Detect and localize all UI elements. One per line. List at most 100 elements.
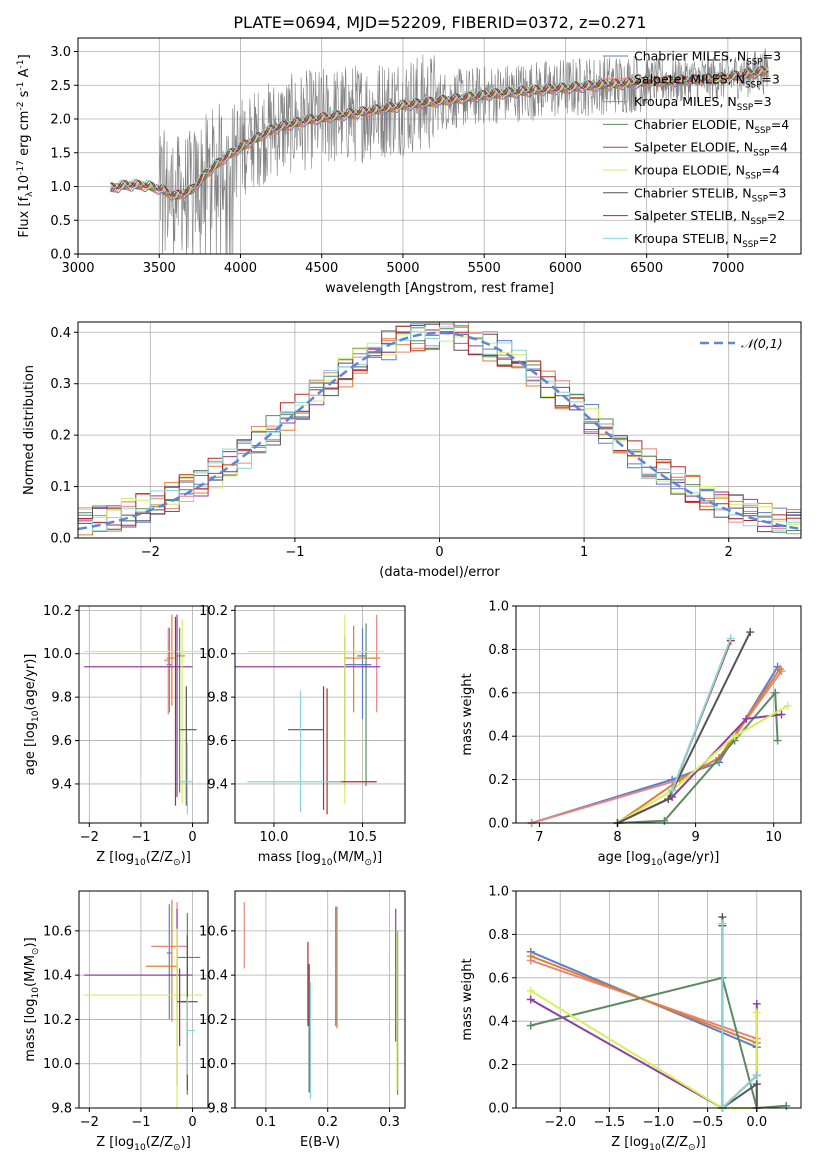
y-tick-label: 0.0	[488, 817, 509, 832]
legend-entry: Salpeter MILES, NSSP=3	[634, 71, 780, 90]
y-tick-label: 10.6	[199, 924, 228, 939]
y-tick-label: 9.4	[51, 777, 72, 792]
plot-area-mass-vs-ebv	[243, 902, 399, 1100]
y-tick-label: 10.2	[199, 604, 228, 619]
weight-line	[617, 690, 779, 824]
weight-line	[617, 631, 752, 824]
y-tick-label: 0.0	[488, 1102, 509, 1117]
x-tick-label: 7000	[711, 261, 744, 276]
model-fit-line	[110, 66, 769, 200]
legend-entry: Chabrier STELIB, NSSP=3	[634, 185, 786, 204]
legend-entry: Kroupa MILES, NSSP=3	[634, 94, 772, 113]
y-tick-label: 10.0	[43, 1057, 72, 1072]
y-tick-label: 1.5	[50, 146, 71, 161]
weight-line	[616, 704, 789, 824]
y-tick-label: 9.8	[51, 691, 72, 706]
plot-area-age-vs-mass	[235, 614, 384, 815]
weight-line	[721, 923, 758, 1111]
model-fit-line	[110, 69, 769, 200]
plot-area-mass-vs-z	[84, 899, 203, 1108]
weight-marker	[771, 688, 780, 697]
x-tick-label: 10.0	[259, 830, 288, 845]
plot-area-age-vs-z	[84, 614, 203, 815]
y-tick-label: 10.0	[199, 647, 228, 662]
x-tick-label: −1	[131, 1115, 150, 1130]
weight-marker	[752, 999, 761, 1008]
y-tick-label: 10.4	[43, 969, 72, 984]
x-axis-label: age [log10(age/yr)]	[598, 850, 720, 868]
weight-line	[530, 976, 787, 1110]
legend: Chabrier MILES, NSSP=3 Salpeter MILES, NS…	[603, 49, 789, 250]
x-axis-label: wavelength [Angstrom, rest frame]	[325, 281, 554, 296]
panel-weight-vs-age: 7 8 9 10 0.0 0.2 0.4 0.6 0.8 1.0 age [log10(age/yr…	[460, 600, 802, 868]
y-tick-label: 9.6	[51, 734, 72, 749]
y-tick-label: 0.6	[488, 971, 509, 986]
y-tick-label: 10.0	[43, 647, 72, 662]
axes-frame	[515, 605, 802, 824]
weight-marker	[775, 664, 784, 673]
legend-entry: Salpeter ELODIE, NSSP=4	[634, 140, 788, 159]
weight-marker	[783, 701, 792, 710]
y-axis-label: Flux [fλ10-17 erg cm-2 s-1 A-1]	[16, 54, 35, 237]
x-axis-label: Z [log10(Z/Z⊙)]	[96, 850, 191, 868]
x-tick-label: −1	[131, 830, 150, 845]
weight-marker	[526, 995, 535, 1004]
panel-residuals: 𝒩(0,1) −2 −1 0 1 2 0.0 0.1 0.2 0.3 0.4 (data-model)…	[22, 321, 802, 580]
x-tick-label: −2	[141, 545, 160, 560]
weight-marker	[526, 1021, 535, 1030]
legend-entry: Kroupa ELODIE, NSSP=4	[634, 163, 780, 182]
weight-line	[530, 955, 758, 1044]
observed-spectrum-line	[110, 48, 769, 254]
y-tick-label: 1.0	[488, 885, 509, 900]
y-axis-label: mass weight	[460, 673, 475, 755]
x-tick-label: 5500	[468, 261, 501, 276]
legend-entry: Chabrier ELODIE, NSSP=4	[634, 117, 789, 136]
y-tick-label: 10.0	[199, 1057, 228, 1072]
x-tick-label: −1.5	[594, 1115, 626, 1130]
y-tick-label: 0.4	[488, 1015, 509, 1030]
y-tick-label: 1.0	[50, 180, 71, 195]
x-axis-label: Z [log10(Z/Z⊙)]	[96, 1135, 191, 1153]
y-tick-label: 9.8	[207, 691, 228, 706]
panel-mass-vs-z: −2 −1 0 9.8 10.0 10.2 10.4 10.6 Z [log10(Z/Z⊙)] m…	[23, 890, 209, 1153]
y-tick-label: 10.2	[43, 604, 72, 619]
y-tick-label: 9.8	[207, 1102, 228, 1117]
y-axis-label: Normed distribution	[22, 365, 37, 495]
panel-age-vs-mass: 10.0 10.5 9.4 9.6 9.8 10.0 10.2 mass [log10(M/M…	[199, 604, 406, 868]
weight-marker	[777, 710, 786, 719]
legend-entry: Salpeter STELIB, NSSP=2	[634, 208, 785, 227]
y-tick-label: 10.4	[199, 969, 228, 984]
legend-entry: Kroupa STELIB, NSSP=2	[634, 231, 777, 250]
x-tick-label: 0.3	[379, 1115, 400, 1130]
x-tick-label: −2	[80, 1115, 99, 1130]
axes-frame	[78, 605, 209, 824]
x-axis-label: Z [log10(Z/Z⊙)]	[611, 1135, 706, 1153]
y-tick-label: 3.0	[50, 45, 71, 60]
y-tick-label: 0.4	[488, 730, 509, 745]
plot-area-residuals	[78, 322, 801, 536]
x-tick-label: 6000	[549, 261, 582, 276]
x-tick-label: −1	[285, 545, 304, 560]
axes-frame	[234, 605, 406, 824]
y-tick-label: 0.2	[50, 429, 71, 444]
axes-frame	[234, 890, 406, 1109]
x-tick-label: −1.0	[643, 1115, 675, 1130]
weight-marker	[773, 736, 782, 745]
y-tick-label: 9.4	[207, 777, 228, 792]
x-tick-label: 10	[765, 830, 782, 845]
x-tick-label: 5000	[386, 261, 419, 276]
x-tick-label: 7	[535, 830, 543, 845]
weight-line	[531, 666, 779, 824]
model-fit-line	[110, 66, 769, 199]
x-axis-label: mass [log10(M/M⊙)]	[258, 850, 382, 868]
y-tick-label: 10.6	[43, 924, 72, 939]
legend-entry: Chabrier MILES, NSSP=3	[634, 49, 781, 68]
gaussian-curve	[78, 331, 801, 531]
model-fit-line	[110, 66, 769, 197]
y-tick-label: 0.0	[50, 532, 71, 547]
y-tick-label: 0.1	[50, 480, 71, 495]
x-tick-label: −2.0	[544, 1115, 576, 1130]
y-tick-label: 9.6	[207, 734, 228, 749]
y-tick-label: 0.8	[488, 643, 509, 658]
model-fit-line	[110, 65, 769, 196]
